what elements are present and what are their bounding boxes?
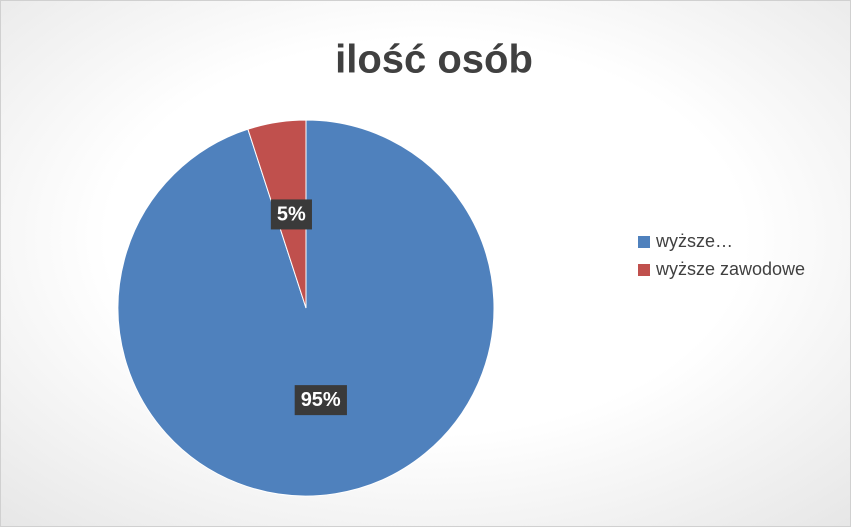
data-label: 5% [277, 203, 306, 225]
data-label: 95% [301, 389, 341, 411]
data-label-box [270, 199, 312, 230]
legend-swatch [638, 264, 650, 276]
data-label-box [294, 385, 347, 416]
legend-label: wyższe… [655, 231, 733, 251]
legend-label: wyższe zawodowe [655, 259, 805, 279]
legend-swatch [638, 236, 650, 248]
chart-title: ilość osób [335, 38, 533, 82]
